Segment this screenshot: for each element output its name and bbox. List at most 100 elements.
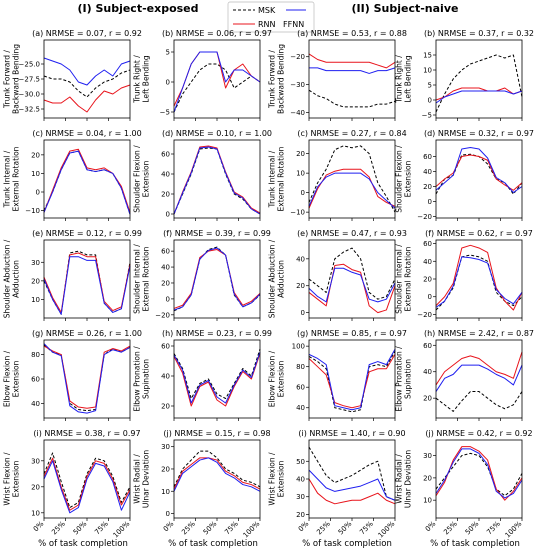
y-tick-label: −25.0 [19, 61, 40, 69]
y-tick-label: 20 [423, 276, 432, 284]
series-line-rnn [173, 51, 261, 107]
y-tick-label: 40 [31, 400, 40, 408]
plot-frame [435, 139, 523, 219]
x-tick-label: 0% [424, 520, 438, 534]
y-axis-label: Backward Bending [12, 44, 21, 114]
y-tick-label: 20 [296, 282, 305, 290]
plot-frame [308, 39, 396, 119]
series-line-rnn [435, 244, 523, 311]
y-tick-label: 40 [423, 368, 432, 376]
panel-17: (i) NRMSE = 0.38, r = 0.97 10 20 30 Wrist Fl… [3, 429, 141, 540]
y-axis-label: Ulnar Deviation [142, 450, 151, 509]
y-tick-label: 40 [296, 476, 305, 484]
plot-frame [173, 39, 261, 119]
y-tick-label: 20 [423, 474, 432, 482]
x-tick-label: 75% [223, 520, 240, 537]
panel-title: (d) NRMSE = 0.32, r = 0.97 [424, 129, 534, 138]
series-line-ffnn [435, 256, 523, 308]
y-tick-label: 40 [161, 264, 170, 272]
y-axis-label: Trunk Internal / [3, 150, 12, 208]
section-title-subject-naive: (II) Subject-naive [352, 2, 459, 15]
y-tick-label: 40 [161, 171, 170, 179]
y-axis-label: Ulnar Deviation [404, 450, 413, 509]
y-tick-label: 10 [423, 497, 432, 505]
y-axis-label: Trunk Right / [133, 55, 142, 104]
y-axis-label: Adduction [277, 260, 286, 298]
panel-9: (e) NRMSE = 0.12, r = 0.99 10 20 30 Shoulder… [3, 229, 142, 321]
series-line-ffnn [308, 267, 396, 303]
series-line-msk [43, 69, 131, 98]
y-tick-label: 30 [31, 457, 40, 465]
y-axis-label: Extension [277, 360, 286, 397]
series-line-rnn [173, 457, 261, 490]
series-line-msk [435, 391, 523, 412]
x-tick-label: 25% [315, 520, 332, 537]
series-line-msk [173, 63, 261, 113]
y-axis-label: Wrist Flexion / [268, 452, 277, 506]
series-line-rnn [43, 252, 131, 313]
y-tick-label: 30 [296, 493, 305, 501]
panel-title: (c) NRMSE = 0.27, r = 0.84 [297, 129, 406, 138]
panel-title: (j) NRMSE = 0.42, r = 0.92 [425, 429, 532, 438]
series-line-rnn [173, 249, 261, 309]
y-tick-label: 60 [423, 342, 432, 350]
panel-title: (c) NRMSE = 0.04, r = 1.00 [32, 129, 141, 138]
series-line-msk [308, 351, 396, 413]
series-line-ffnn [308, 348, 396, 411]
y-axis-label: Shoulder Flexion / [395, 145, 404, 213]
y-tick-label: −5 [422, 112, 432, 120]
series-line-ffnn [435, 147, 523, 193]
x-axis-label-col1: % of task completion [38, 539, 128, 549]
y-tick-label: −5 [160, 109, 170, 117]
plot-frame [308, 239, 396, 319]
panel-title: (h) NRMSE = 0.23, r = 0.99 [162, 329, 272, 338]
plot-frame [435, 339, 523, 419]
y-axis-label: Extension [12, 460, 21, 497]
series-line-rnn [308, 478, 396, 505]
legend-msk-label: MSK [258, 6, 276, 15]
plot-frame [173, 439, 261, 519]
panel-7: (c) NRMSE = 0.27, r = 0.84 −10 0 10 20 Trunk … [268, 129, 407, 221]
y-tick-label: 40 [423, 168, 432, 176]
y-tick-label: −20 [417, 311, 432, 319]
series-line-ffnn [43, 343, 131, 414]
plot-frame [173, 339, 261, 419]
y-axis-label: Elbow Pronation / [133, 346, 142, 412]
x-tick-label: 25% [180, 520, 197, 537]
panel-title: (e) NRMSE = 0.12, r = 0.99 [32, 229, 142, 238]
y-axis-label: Wrist Radial / [395, 454, 404, 504]
plot-frame [43, 239, 131, 319]
y-tick-label: 20 [31, 277, 40, 285]
y-axis-label: Extension [277, 460, 286, 497]
panel-title: (f) NRMSE = 0.62, r = 0.97 [425, 229, 533, 238]
y-tick-label: 20 [161, 403, 170, 411]
y-axis-label: Shoulder Abduction / [268, 239, 277, 318]
panel-title: (h) NRMSE = 2.42, r = 0.87 [424, 329, 534, 338]
series-line-ffnn [43, 150, 131, 215]
y-tick-label: −32.5 [19, 106, 40, 114]
y-tick-label: 40 [296, 255, 305, 263]
y-axis-label: Elbow Pronation / [395, 346, 404, 412]
y-tick-label: 30 [31, 259, 40, 267]
y-tick-label: 10 [31, 509, 40, 517]
y-axis-label: Wrist Radial / [133, 454, 142, 504]
y-axis-label: Elbow Flexion / [3, 350, 12, 407]
y-tick-label: −27.5 [19, 76, 40, 84]
y-tick-label: 0 [428, 293, 432, 301]
series-line-msk [308, 89, 396, 108]
series-line-ffnn [308, 469, 396, 501]
series-line-msk [173, 348, 261, 399]
panel-title: (a) NRMSE = 0.53, r = 0.88 [297, 29, 407, 38]
y-axis-label: External Rotation [142, 246, 151, 311]
series-line-msk [308, 446, 396, 501]
series-line-msk [43, 452, 131, 509]
x-tick-label: 75% [358, 520, 375, 537]
y-tick-label: 10 [31, 170, 40, 178]
x-tick-label: 100% [112, 520, 132, 540]
panel-16: (h) NRMSE = 2.42, r = 0.87 20 40 60 Elbow Pr… [395, 329, 534, 421]
y-tick-label: 60 [423, 240, 432, 248]
y-tick-label: 5 [428, 82, 432, 90]
y-tick-label: 40 [423, 258, 432, 266]
y-tick-label: 40 [296, 404, 305, 412]
